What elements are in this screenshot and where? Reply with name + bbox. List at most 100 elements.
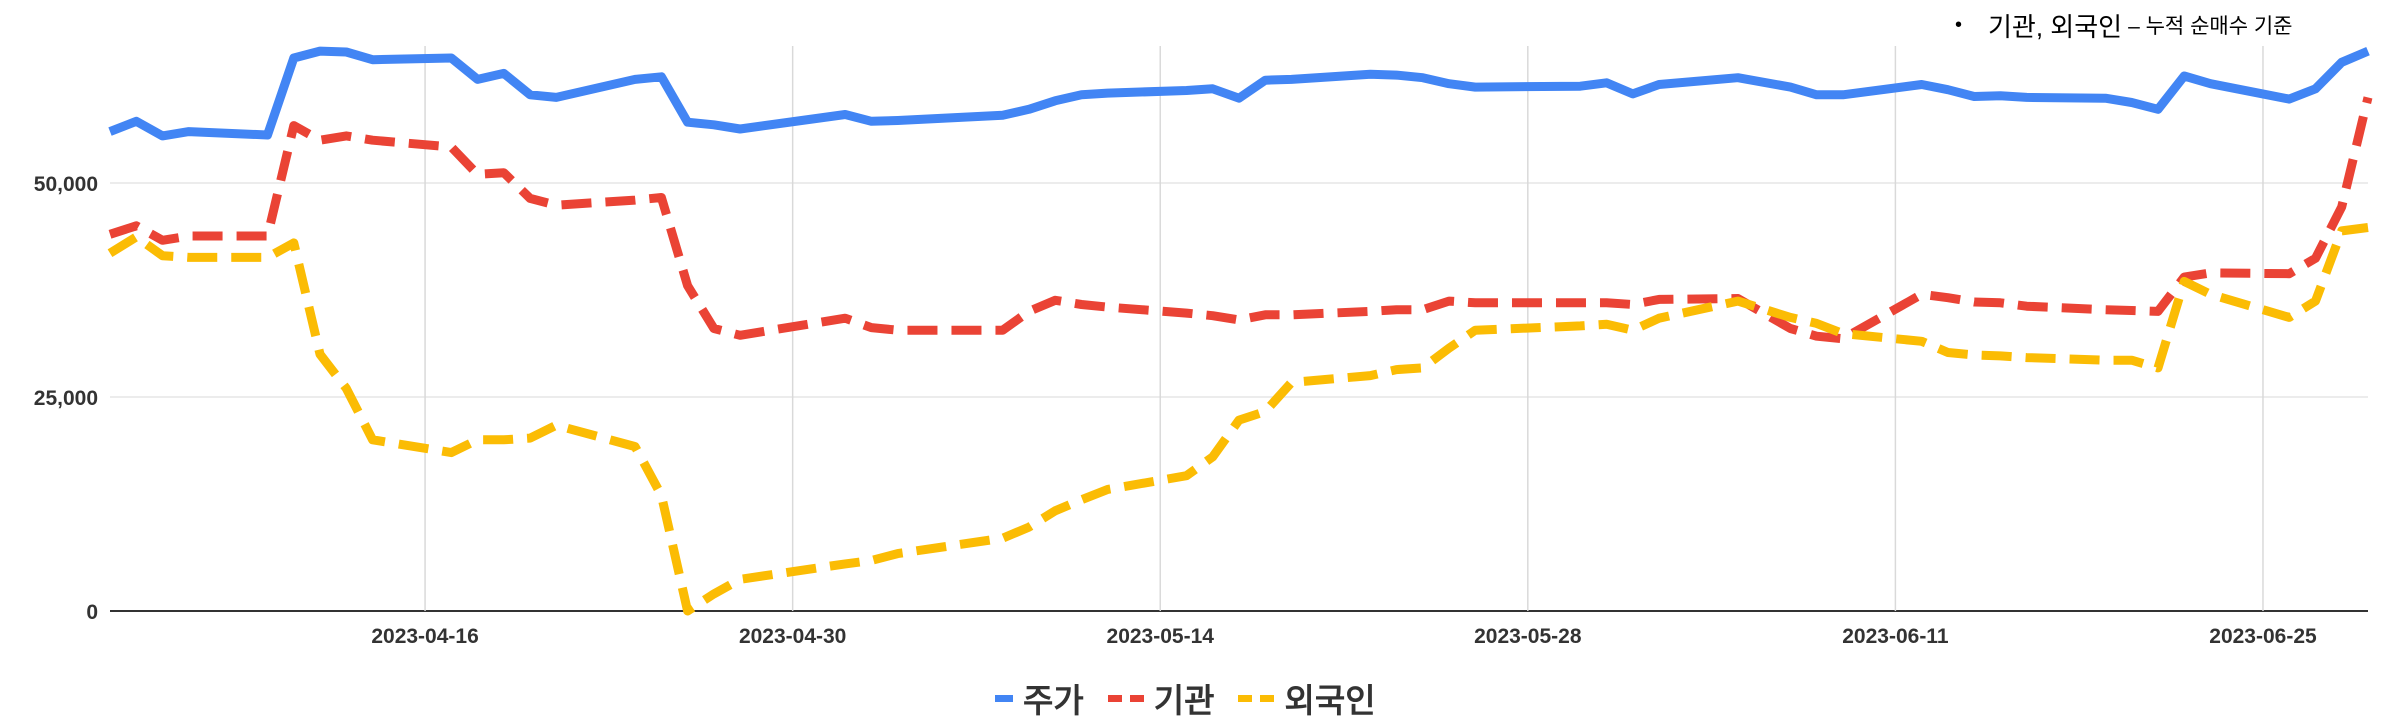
data-point-price — [1787, 84, 1793, 90]
data-point-price — [1367, 71, 1373, 77]
data-point-institution — [2365, 94, 2371, 100]
data-point-price — [2286, 96, 2292, 102]
legend-label-price: 주가 — [1023, 682, 1084, 719]
data-point-price — [2313, 86, 2319, 92]
data-point-price — [186, 129, 192, 135]
data-point-foreign — [2365, 225, 2371, 231]
data-point-price — [133, 118, 139, 124]
legend-label-foreign: 외국인 — [1284, 682, 1376, 719]
data-point-foreign — [501, 437, 507, 443]
data-point-price — [2181, 73, 2187, 79]
data-point-price — [1735, 75, 1741, 81]
data-point-price — [475, 76, 481, 82]
data-point-institution — [842, 315, 848, 321]
data-point-price — [1105, 90, 1111, 96]
series-line-institution — [108, 96, 2373, 344]
data-point-price — [1840, 92, 1846, 98]
data-point-institution — [1236, 317, 1242, 323]
data-point-foreign — [553, 422, 559, 428]
data-point-foreign — [1367, 373, 1373, 379]
data-point-institution — [1840, 336, 1846, 342]
data-point-foreign — [895, 551, 901, 557]
data-point-foreign — [868, 558, 874, 564]
legend-item-price: 주가 — [995, 674, 1084, 722]
data-point-foreign — [1735, 298, 1741, 304]
data-point-institution — [1289, 312, 1295, 318]
data-point-foreign — [133, 234, 139, 240]
data-point-foreign — [1472, 327, 1478, 333]
data-point-price — [1814, 92, 1820, 98]
data-point-foreign — [343, 385, 349, 391]
data-point-institution — [895, 327, 901, 333]
data-point-institution — [1919, 291, 1925, 297]
data-point-price — [1577, 83, 1583, 89]
data-point-foreign — [1577, 323, 1583, 329]
data-point-price — [1289, 76, 1295, 82]
data-point-foreign — [685, 608, 691, 614]
chart-note: • 기관, 외국인 – 누적 순매수 기준 — [1955, 8, 2293, 42]
data-point-institution — [291, 123, 297, 129]
data-point-foreign — [2129, 357, 2135, 363]
data-point-price — [1236, 95, 1242, 101]
data-point-foreign — [1079, 497, 1085, 503]
data-point-institution — [1787, 326, 1793, 332]
data-point-institution — [1394, 307, 1400, 313]
data-point-price — [2365, 48, 2371, 54]
data-point-institution — [868, 325, 874, 331]
data-point-foreign — [1289, 379, 1295, 385]
data-point-foreign — [2313, 298, 2319, 304]
data-point-institution — [1420, 307, 1426, 313]
data-point-foreign — [1971, 352, 1977, 358]
data-point-institution — [1210, 313, 1216, 319]
y-tick-label: 25,000 — [34, 387, 98, 410]
data-point-price — [2024, 94, 2030, 100]
data-point-price — [895, 118, 901, 124]
data-point-foreign — [186, 254, 192, 260]
note-bullet: • — [1955, 13, 1963, 36]
data-point-foreign — [107, 250, 113, 256]
note-main-text: 기관, 외국인 — [1988, 11, 2123, 42]
data-point-institution — [2313, 255, 2319, 261]
data-point-foreign — [527, 435, 533, 441]
x-tick-label: 2023-06-11 — [1842, 625, 1949, 648]
data-point-foreign — [2286, 314, 2292, 320]
data-point-foreign — [1184, 473, 1190, 479]
data-point-foreign — [658, 492, 664, 498]
data-point-foreign — [1052, 508, 1058, 514]
data-point-price — [2339, 59, 2345, 65]
legend-swatch-institution — [1107, 694, 1144, 702]
data-point-foreign — [1105, 486, 1111, 492]
chart-legend: 주가 기관 외국인 — [995, 678, 1400, 719]
data-point-institution — [2155, 308, 2161, 314]
data-point-institution — [632, 197, 638, 203]
data-point-institution — [107, 231, 113, 237]
data-point-foreign — [2024, 355, 2030, 361]
data-point-institution — [2339, 204, 2345, 210]
data-point-price — [265, 132, 271, 138]
data-point-price — [2129, 100, 2135, 106]
data-point-price — [370, 57, 376, 63]
data-point-price — [160, 133, 166, 139]
x-tick-label: 2023-05-14 — [1107, 625, 1215, 648]
data-point-price — [1446, 81, 1452, 87]
data-point-price — [1210, 86, 1216, 92]
data-point-institution — [1184, 310, 1190, 316]
data-point-institution — [1262, 312, 1268, 318]
data-point-institution — [2102, 307, 2108, 313]
data-point-foreign — [1446, 345, 1452, 351]
data-point-institution — [737, 332, 743, 338]
data-point-institution — [1079, 302, 1085, 308]
data-point-price — [1394, 72, 1400, 78]
data-point-institution — [1367, 308, 1373, 314]
data-point-institution — [527, 195, 533, 201]
data-point-institution — [501, 170, 507, 176]
data-point-institution — [133, 223, 139, 229]
data-point-foreign — [317, 351, 323, 357]
note-sub-text: – 누적 순매수 기준 — [2128, 15, 2293, 38]
data-point-price — [501, 70, 507, 76]
data-point-foreign — [160, 253, 166, 259]
data-point-institution — [370, 137, 376, 143]
data-point-price — [1472, 84, 1478, 90]
data-point-institution — [2129, 308, 2135, 314]
